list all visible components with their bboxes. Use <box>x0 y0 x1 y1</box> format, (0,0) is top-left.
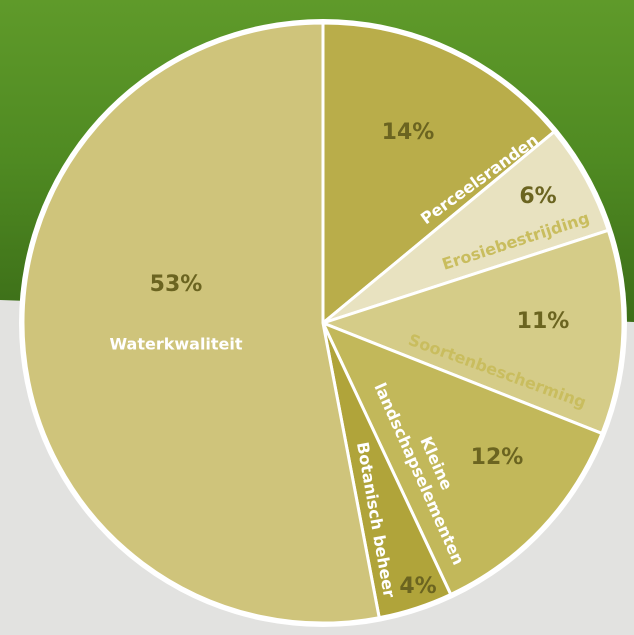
value-label: 4% <box>399 574 436 599</box>
value-label: 12% <box>471 445 524 470</box>
chart: 14%Perceelsranden6%Erosiebestrijding11%S… <box>0 0 634 635</box>
category-label: Waterkwaliteit <box>109 335 242 354</box>
value-label: 14% <box>382 120 435 145</box>
pie: 14%Perceelsranden6%Erosiebestrijding11%S… <box>23 23 623 623</box>
value-label: 11% <box>517 309 570 334</box>
value-label: 6% <box>519 184 556 209</box>
value-label: 53% <box>150 272 203 297</box>
